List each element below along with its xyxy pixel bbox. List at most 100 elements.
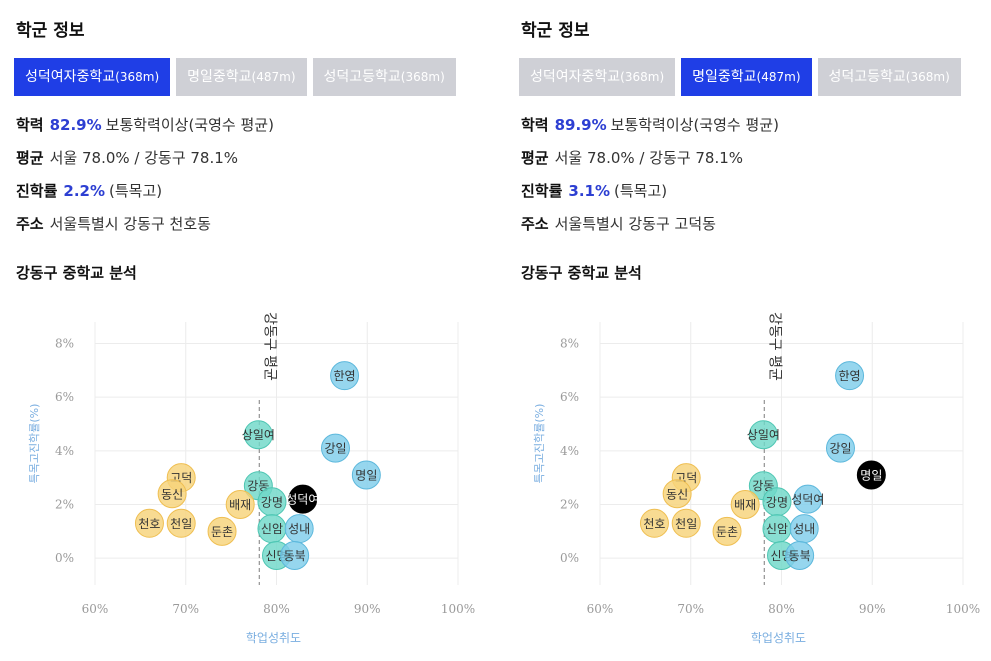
y-tick-label: 2%: [55, 497, 74, 511]
school-bubble: 성내: [789, 514, 819, 544]
address-text: 서울특별시 강동구 고덕동: [554, 215, 716, 233]
average-text: 서울 78.0% / 강동구 78.1%: [554, 149, 744, 167]
tab-distance: (368m): [400, 70, 445, 84]
school-bubble-circle: [712, 516, 742, 546]
school-bubble-label: 강일: [829, 442, 851, 456]
school-bubble-label: 신암: [261, 522, 283, 536]
x-tick-label: 70%: [677, 602, 704, 616]
tab-sungduk-high[interactable]: 성덕고등학교(368m): [817, 58, 961, 96]
academic-row: 학력 82.9% 보통학력이상(국영수 평균): [16, 114, 274, 135]
school-bubble-circle: [288, 484, 318, 514]
school-bubble-label: 배재: [734, 498, 756, 512]
y-axis-label: 특목고진학률(%): [28, 404, 41, 484]
y-tick-label: 2%: [560, 497, 579, 511]
school-bubble-label: 배재: [229, 498, 251, 512]
y-tick-label: 4%: [55, 444, 74, 458]
school-bubble-label: 천호: [643, 516, 665, 531]
school-bubble-label: 한영: [334, 369, 356, 383]
school-bubble: 상일여: [242, 420, 275, 450]
school-bubble-circle: [243, 420, 273, 450]
academic-label: 학력: [521, 116, 549, 134]
school-bubble: 동북: [785, 540, 815, 570]
advance-row: 진학률 3.1% (특목고): [521, 180, 667, 201]
tab-myeongil-middle[interactable]: 명일중학교(487m): [176, 58, 307, 96]
address-row: 주소 서울특별시 강동구 고덕동: [521, 213, 716, 234]
academic-value: 89.9%: [554, 116, 607, 134]
school-bubble-circle: [856, 460, 886, 490]
section-title: 학군 정보: [16, 21, 85, 41]
school-bubble-label: 강동: [247, 479, 269, 493]
school-bubble: 한영: [330, 361, 360, 391]
school-bubble-label: 명일: [860, 468, 882, 482]
tab-label: 성덕고등학교: [323, 69, 401, 85]
school-bubble: 명일: [351, 460, 381, 490]
x-tick-label: 80%: [263, 602, 290, 616]
x-tick-label: 100%: [441, 602, 475, 616]
address-row: 주소 서울특별시 강동구 천호동: [16, 213, 211, 234]
school-bubble-label: 동신: [161, 487, 183, 501]
school-bubble-label: 동신: [666, 487, 688, 501]
school-bubble: 신암: [257, 514, 287, 544]
tab-myeongil-middle[interactable]: 명일중학교(487m): [681, 58, 812, 96]
school-bubble-circle: [280, 540, 310, 570]
school-bubble-label: 강명: [261, 495, 283, 509]
y-tick-label: 0%: [560, 551, 579, 565]
school-bubble: 강명: [762, 487, 792, 517]
school-bubble-circle: [166, 508, 196, 538]
school-bubble-circle: [330, 361, 360, 391]
school-bubble-circle: [793, 484, 823, 514]
school-bubble-circle: [662, 479, 692, 509]
school-tabs: 성덕여자중학교(368m) 명일중학교(487m) 성덕고등학교(368m): [14, 58, 480, 98]
school-bubble-label: 성덕여: [791, 493, 824, 507]
school-bubble: 천호: [134, 508, 164, 538]
school-bubble: 배재: [730, 489, 760, 519]
school-bubble-circle: [835, 361, 865, 391]
school-bubble: 강일: [320, 433, 350, 463]
school-bubble: 배재: [225, 489, 255, 519]
advance-desc: (특목고): [109, 182, 163, 200]
tab-distance: (368m): [620, 70, 665, 84]
tab-sungduk-girls-middle[interactable]: 성덕여자중학교(368m): [14, 58, 171, 96]
school-bubble-circle: [785, 540, 815, 570]
school-bubble-label: 강동: [752, 479, 774, 493]
school-bubble: 성내: [284, 514, 314, 544]
average-label: 평균: [521, 149, 549, 167]
advance-label: 진학률: [16, 182, 58, 200]
y-axis-label: 특목고진학률(%): [533, 404, 546, 484]
school-info-panel-1: 학군 정보 성덕여자중학교(368m) 명일중학교(487m) 성덕고등학교(368…: [0, 0, 480, 661]
school-scatter-chart: 60% 70% 80% 90% 100% 0% 2% 4% 6% 8% 학업성취도 특목고진학률(%)…: [533, 312, 980, 645]
tab-sungduk-girls-middle[interactable]: 성덕여자중학교(368m): [519, 58, 676, 96]
average-label: 평균: [16, 149, 44, 167]
school-bubble-label: 강일: [324, 442, 346, 456]
school-bubble-circle: [639, 508, 669, 538]
section-title: 학군 정보: [521, 21, 590, 41]
school-bubble-label: 명일: [355, 468, 377, 482]
school-bubble-label: 둔촌: [211, 525, 233, 539]
x-axis-label: 학업성취도: [246, 631, 301, 645]
school-bubble: 성덕여: [791, 484, 824, 514]
tab-label: 명일중학교: [187, 69, 252, 85]
y-tick-label: 4%: [560, 444, 579, 458]
school-bubble: 명일: [856, 460, 886, 490]
school-info-panel-2: 학군 정보 성덕여자중학교(368m) 명일중학교(487m) 성덕고등학교(368…: [505, 0, 985, 661]
x-tick-label: 60%: [587, 602, 614, 616]
school-bubble-circle: [671, 508, 701, 538]
y-tick-label: 6%: [560, 390, 579, 404]
tab-distance: (368m): [905, 70, 950, 84]
analysis-title: 강동구 중학교 분석: [16, 264, 137, 282]
school-bubble-circle: [157, 479, 187, 509]
tab-label: 성덕여자중학교: [530, 69, 621, 85]
tab-distance: (487m): [251, 70, 296, 84]
advance-desc: (특목고): [614, 182, 668, 200]
average-row: 평균 서울 78.0% / 강동구 78.1%: [16, 147, 238, 168]
tab-sungduk-high[interactable]: 성덕고등학교(368m): [312, 58, 456, 96]
x-tick-label: 60%: [82, 602, 109, 616]
school-bubble: 강일: [825, 433, 855, 463]
y-tick-label: 8%: [55, 336, 74, 350]
school-bubble-label: 천일: [170, 516, 192, 531]
x-tick-label: 70%: [172, 602, 199, 616]
average-text: 서울 78.0% / 강동구 78.1%: [49, 149, 239, 167]
school-bubble-label: 한영: [839, 369, 861, 383]
school-bubble-label: 강명: [766, 495, 788, 509]
x-tick-label: 80%: [768, 602, 795, 616]
